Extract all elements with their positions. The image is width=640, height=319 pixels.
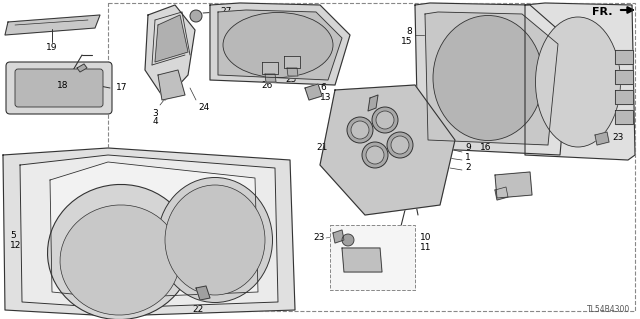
Text: 6: 6 [320, 84, 326, 93]
Text: 7: 7 [68, 243, 74, 253]
Polygon shape [20, 155, 278, 308]
Polygon shape [287, 68, 298, 76]
FancyBboxPatch shape [15, 69, 103, 107]
Text: 5: 5 [10, 231, 16, 240]
Text: 9: 9 [465, 144, 471, 152]
Polygon shape [145, 5, 195, 100]
Polygon shape [615, 110, 633, 124]
Text: 23: 23 [314, 234, 325, 242]
Text: 20: 20 [380, 93, 392, 102]
Text: 21: 21 [317, 144, 328, 152]
Polygon shape [5, 15, 100, 35]
Text: 12: 12 [10, 241, 21, 249]
Polygon shape [218, 10, 342, 80]
Polygon shape [262, 62, 278, 74]
Text: 26: 26 [261, 80, 273, 90]
Polygon shape [333, 230, 344, 243]
Text: 13: 13 [320, 93, 332, 101]
Ellipse shape [60, 205, 180, 315]
Polygon shape [77, 64, 87, 72]
Polygon shape [305, 84, 322, 100]
Polygon shape [495, 172, 532, 198]
Text: 18: 18 [56, 81, 68, 91]
Polygon shape [615, 90, 633, 104]
Ellipse shape [347, 117, 373, 143]
Polygon shape [368, 95, 378, 111]
Text: FR.: FR. [592, 7, 612, 17]
Polygon shape [3, 148, 295, 316]
Text: 24: 24 [198, 103, 209, 113]
Ellipse shape [47, 184, 193, 319]
Ellipse shape [366, 146, 384, 164]
Polygon shape [342, 248, 382, 272]
Polygon shape [50, 162, 258, 298]
Ellipse shape [342, 234, 354, 246]
Text: 17: 17 [116, 84, 127, 93]
Polygon shape [284, 56, 300, 68]
FancyBboxPatch shape [6, 62, 112, 114]
Text: TL54B4300: TL54B4300 [587, 306, 630, 315]
Ellipse shape [165, 185, 265, 295]
Ellipse shape [223, 12, 333, 78]
Ellipse shape [372, 107, 398, 133]
Text: 19: 19 [46, 42, 58, 51]
Text: 23: 23 [510, 189, 522, 197]
Ellipse shape [157, 177, 273, 302]
Text: 14: 14 [68, 254, 79, 263]
Polygon shape [415, 3, 570, 155]
Ellipse shape [351, 121, 369, 139]
Ellipse shape [387, 132, 413, 158]
Polygon shape [265, 74, 276, 82]
Ellipse shape [433, 16, 543, 140]
Bar [108, 3, 635, 311]
Ellipse shape [536, 17, 621, 147]
Text: 10: 10 [420, 233, 431, 241]
Polygon shape [595, 132, 609, 145]
Polygon shape [525, 3, 635, 160]
Polygon shape [425, 12, 558, 145]
Text: 8: 8 [406, 27, 412, 36]
Text: 11: 11 [420, 243, 431, 253]
Ellipse shape [362, 142, 388, 168]
Text: 25: 25 [285, 76, 297, 85]
Polygon shape [615, 50, 633, 64]
Polygon shape [155, 15, 188, 62]
Polygon shape [495, 187, 508, 200]
Text: 27: 27 [220, 8, 232, 17]
Text: 22: 22 [193, 306, 204, 315]
Polygon shape [196, 286, 210, 300]
Polygon shape [158, 70, 185, 100]
Bar [330, 225, 415, 290]
Text: 1: 1 [465, 153, 471, 162]
Polygon shape [615, 70, 633, 84]
Text: 15: 15 [401, 36, 412, 46]
Text: 3: 3 [152, 108, 158, 117]
Text: 16: 16 [480, 144, 492, 152]
Text: 2: 2 [465, 164, 470, 173]
Polygon shape [320, 85, 455, 215]
Polygon shape [210, 3, 350, 85]
Text: 23: 23 [612, 133, 623, 143]
Text: 4: 4 [152, 117, 158, 127]
Ellipse shape [391, 136, 409, 154]
Ellipse shape [376, 111, 394, 129]
Circle shape [190, 10, 202, 22]
